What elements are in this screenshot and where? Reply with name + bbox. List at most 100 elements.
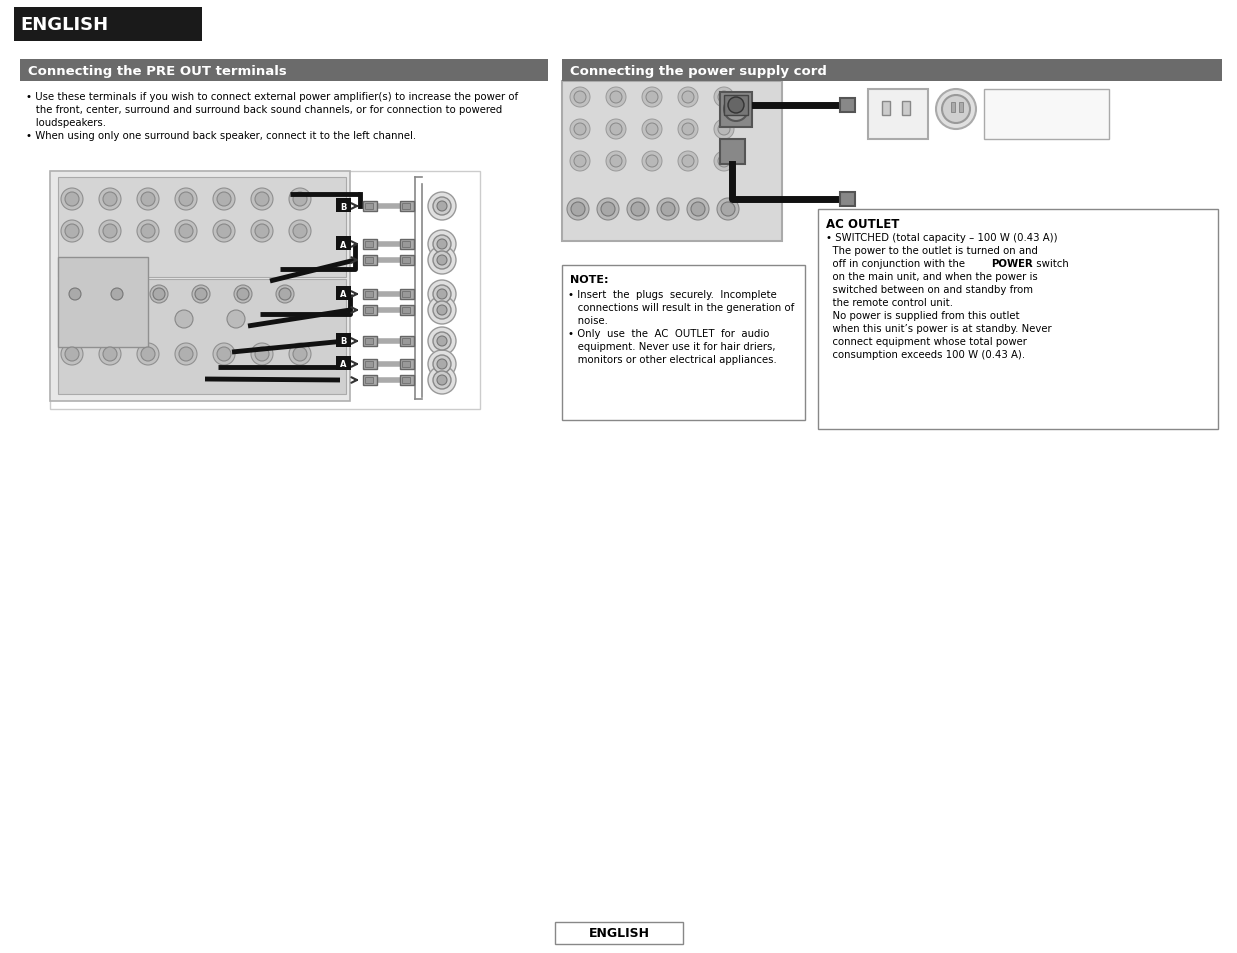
- Bar: [720, 92, 752, 128]
- Circle shape: [428, 247, 456, 274]
- Circle shape: [717, 156, 730, 168]
- Circle shape: [433, 355, 452, 374]
- Bar: [402, 308, 409, 314]
- Bar: [400, 255, 414, 266]
- Circle shape: [276, 286, 294, 304]
- Bar: [365, 292, 374, 297]
- Circle shape: [195, 289, 207, 301]
- Circle shape: [280, 289, 291, 301]
- Circle shape: [642, 152, 662, 172]
- Circle shape: [293, 348, 307, 361]
- Bar: [400, 290, 414, 299]
- Circle shape: [717, 199, 738, 221]
- Circle shape: [437, 202, 447, 212]
- Circle shape: [678, 152, 698, 172]
- Circle shape: [437, 240, 447, 250]
- Bar: [336, 334, 351, 348]
- Circle shape: [657, 199, 679, 221]
- Circle shape: [179, 348, 193, 361]
- Text: ENGLISH: ENGLISH: [20, 16, 108, 34]
- Circle shape: [428, 351, 456, 378]
- Bar: [724, 96, 748, 116]
- Circle shape: [174, 311, 193, 329]
- Bar: [20, 60, 548, 82]
- Circle shape: [179, 225, 193, 239]
- Circle shape: [610, 124, 622, 136]
- Circle shape: [574, 156, 586, 168]
- Circle shape: [714, 120, 734, 140]
- Circle shape: [255, 225, 268, 239]
- Bar: [959, 103, 962, 112]
- Bar: [562, 266, 805, 420]
- Circle shape: [428, 296, 456, 325]
- Bar: [840, 99, 855, 112]
- Bar: [365, 308, 374, 314]
- Bar: [983, 90, 1110, 140]
- Bar: [336, 199, 351, 213]
- Circle shape: [642, 88, 662, 108]
- Circle shape: [437, 255, 447, 266]
- Circle shape: [571, 203, 585, 216]
- Circle shape: [610, 156, 622, 168]
- Text: POWER: POWER: [991, 258, 1033, 269]
- Circle shape: [137, 189, 160, 211]
- Circle shape: [437, 336, 447, 347]
- Text: • Only  use  the  AC  OUTLET  for  audio: • Only use the AC OUTLET for audio: [568, 329, 769, 338]
- Bar: [362, 202, 377, 212]
- Circle shape: [717, 91, 730, 104]
- Circle shape: [137, 344, 160, 366]
- Bar: [400, 306, 414, 315]
- Text: Connecting the power supply cord: Connecting the power supply cord: [570, 65, 826, 77]
- Bar: [362, 375, 377, 386]
- Bar: [365, 204, 374, 210]
- Circle shape: [122, 311, 141, 329]
- Circle shape: [61, 344, 83, 366]
- Circle shape: [150, 286, 168, 304]
- Circle shape: [234, 286, 252, 304]
- Circle shape: [682, 91, 694, 104]
- Circle shape: [174, 344, 197, 366]
- Circle shape: [251, 344, 273, 366]
- Circle shape: [66, 286, 84, 304]
- Circle shape: [601, 203, 615, 216]
- Circle shape: [99, 221, 121, 243]
- Circle shape: [570, 88, 590, 108]
- Circle shape: [216, 348, 231, 361]
- Bar: [365, 257, 374, 264]
- Bar: [400, 336, 414, 347]
- Circle shape: [714, 88, 734, 108]
- Circle shape: [61, 189, 83, 211]
- Bar: [362, 240, 377, 250]
- Circle shape: [682, 156, 694, 168]
- Circle shape: [153, 289, 165, 301]
- Circle shape: [251, 221, 273, 243]
- Circle shape: [289, 344, 310, 366]
- Circle shape: [289, 221, 310, 243]
- Circle shape: [678, 88, 698, 108]
- Circle shape: [66, 348, 79, 361]
- Circle shape: [936, 90, 976, 130]
- Circle shape: [103, 348, 118, 361]
- Circle shape: [289, 189, 310, 211]
- Circle shape: [433, 235, 452, 253]
- Bar: [49, 172, 480, 410]
- Circle shape: [192, 286, 210, 304]
- Bar: [336, 287, 351, 301]
- Bar: [951, 103, 955, 112]
- Circle shape: [213, 189, 235, 211]
- Circle shape: [433, 302, 452, 319]
- Bar: [402, 377, 409, 384]
- Bar: [562, 82, 782, 242]
- Circle shape: [213, 221, 235, 243]
- Bar: [58, 257, 148, 348]
- Bar: [362, 306, 377, 315]
- Circle shape: [228, 311, 245, 329]
- Bar: [402, 361, 409, 368]
- Circle shape: [717, 124, 730, 136]
- Circle shape: [433, 286, 452, 304]
- Text: A: A: [340, 240, 346, 250]
- Bar: [402, 204, 409, 210]
- Circle shape: [610, 91, 622, 104]
- Bar: [840, 193, 855, 207]
- Circle shape: [729, 98, 743, 113]
